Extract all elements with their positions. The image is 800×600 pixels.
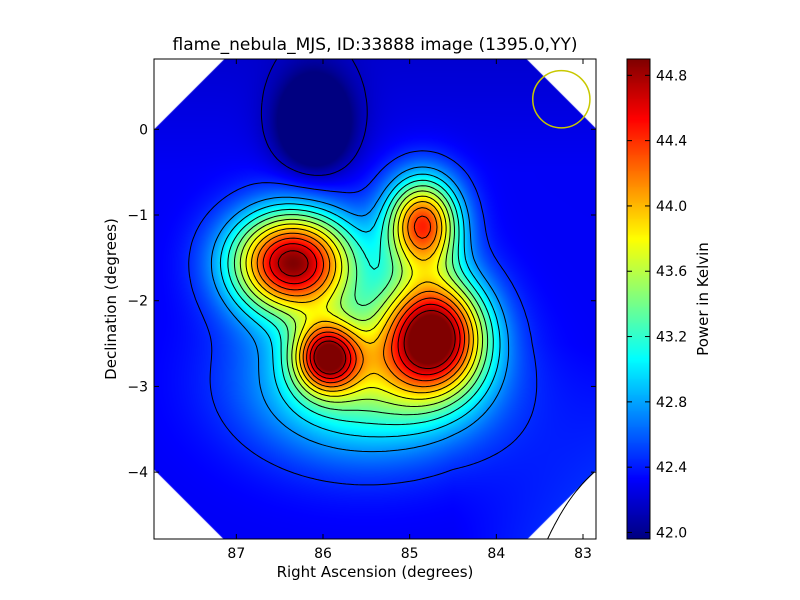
colorbar-tick-label: 43.2 [656,330,687,346]
contour-level-2 [210,166,510,453]
contour-level-12 [277,250,456,375]
x-tick-label: 87 [227,546,245,562]
contour-level-3 [219,173,501,438]
colorbar-tick-label: 44.0 [656,199,687,215]
contour-level-6 [239,190,484,407]
x-tick-label: 84 [487,546,505,562]
chart-title: flame_nebula_MJS, ID:33888 image (1395.0… [173,35,578,55]
colorbar-tick-label: 42.4 [656,460,687,476]
y-axis-label: Declination (degrees) [102,218,120,380]
colorbar: 42.0 42.4 42.8 43.2 43.6 44.0 44.4 44.8 Power i… [626,58,712,541]
contour-level-4 [227,179,494,426]
contour-lines [188,59,595,539]
contour-level-0 [260,59,368,176]
y-tick-label: −1 [127,208,148,224]
colorbar-tick-label: 42.0 [656,525,687,541]
x-tick-label: 86 [314,546,332,562]
y-tick-label: −2 [127,294,148,310]
contour-level-5 [233,185,489,416]
y-axis: 0 −1 −2 −3 −4 [127,122,596,481]
colorbar-tick-label: 44.4 [656,134,687,150]
contour-level-10 [262,215,466,384]
colorbar-tick-label: 44.8 [656,68,687,84]
y-tick-label: −3 [127,379,148,395]
colorbar-gradient [627,59,650,539]
y-tick-label: −4 [127,465,148,481]
contour-level-9 [256,207,470,388]
plot-area [153,58,597,540]
colorbar-tick-label: 43.6 [656,264,687,280]
y-tick-label: 0 [139,122,148,138]
contour-level-8 [251,201,474,394]
x-axis-label: Right Ascension (degrees) [277,563,474,581]
contour-level-11 [269,243,461,379]
colorbar-frame [626,58,651,540]
x-axis: 87 86 85 84 83 [227,59,592,562]
plot-frame [153,58,597,540]
colorbar-label: Power in Kelvin [694,242,712,356]
colorbar-ticks: 42.0 42.4 42.8 43.2 43.6 44.0 44.4 44.8 [627,68,687,541]
contour-level-1 [188,150,595,539]
colorbar-tick-label: 42.8 [656,395,687,411]
beam-marker [531,69,591,129]
contour-level-7 [245,195,479,400]
x-tick-label: 85 [401,546,419,562]
x-tick-label: 83 [574,546,592,562]
